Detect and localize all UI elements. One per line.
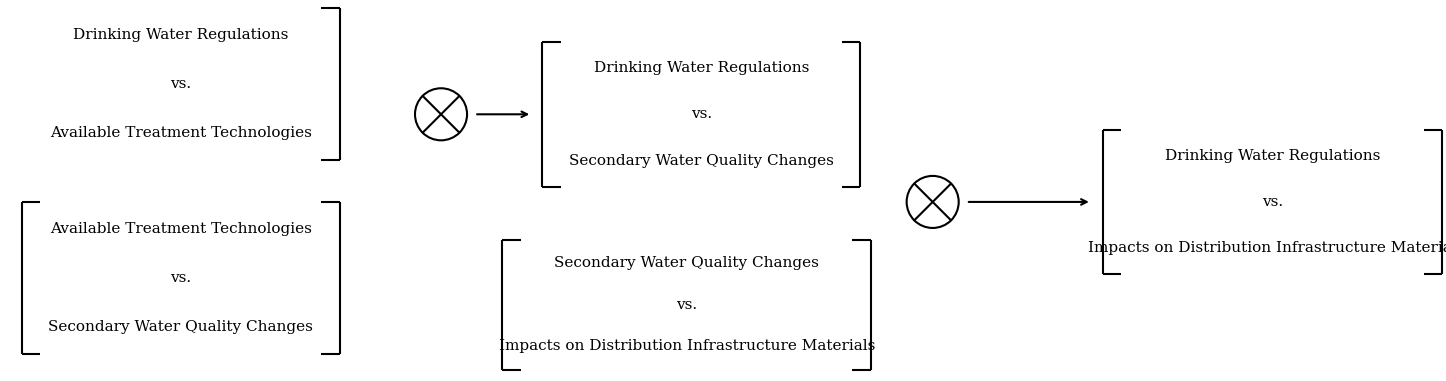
Text: vs.: vs. (677, 298, 697, 312)
Text: Drinking Water Regulations: Drinking Water Regulations (74, 28, 288, 42)
Text: Available Treatment Technologies: Available Treatment Technologies (49, 126, 312, 139)
Text: vs.: vs. (171, 271, 191, 285)
Text: vs.: vs. (1262, 195, 1283, 209)
Text: Impacts on Distribution Infrastructure Material: Impacts on Distribution Infrastructure M… (1089, 241, 1446, 255)
Text: Available Treatment Technologies: Available Treatment Technologies (49, 223, 312, 236)
Text: Secondary Water Quality Changes: Secondary Water Quality Changes (48, 320, 314, 334)
Text: Drinking Water Regulations: Drinking Water Regulations (1165, 149, 1379, 163)
Text: Impacts on Distribution Infrastructure Materials: Impacts on Distribution Infrastructure M… (499, 339, 875, 353)
Text: vs.: vs. (171, 77, 191, 91)
Text: Drinking Water Regulations: Drinking Water Regulations (594, 61, 808, 75)
Text: vs.: vs. (691, 107, 711, 121)
Text: Secondary Water Quality Changes: Secondary Water Quality Changes (554, 256, 820, 271)
Text: Secondary Water Quality Changes: Secondary Water Quality Changes (568, 154, 834, 168)
